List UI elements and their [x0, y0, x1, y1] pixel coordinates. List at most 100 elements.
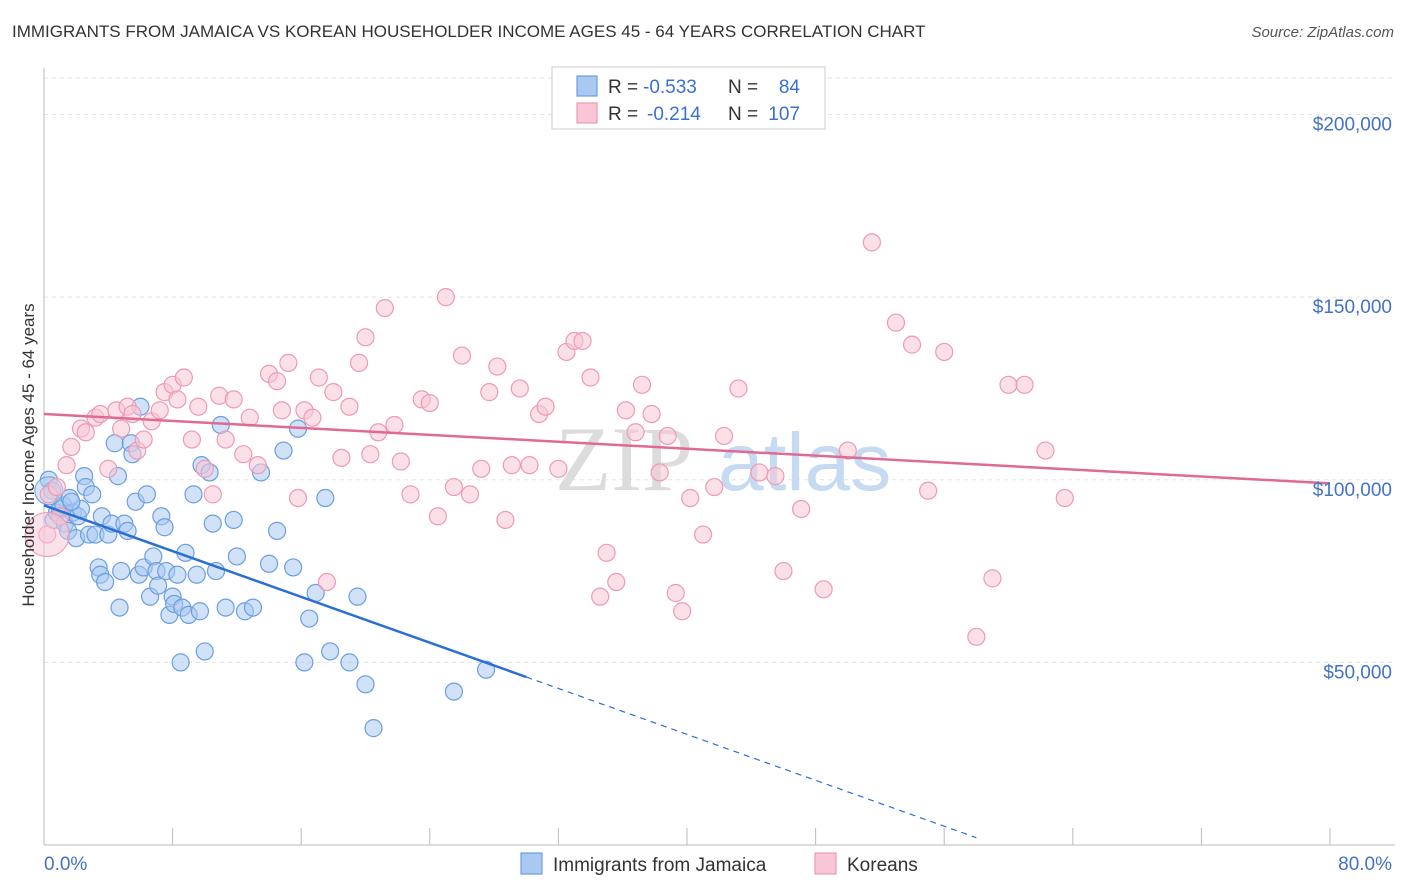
koreans-point-28 — [216, 430, 235, 449]
legend-r-label-2: R = — [608, 104, 638, 125]
legend-n-value-1: 84 — [779, 77, 801, 98]
koreans-point-37 — [288, 488, 308, 508]
koreans-point-39 — [303, 408, 322, 427]
koreans-point-47 — [361, 445, 380, 464]
koreans-point-81 — [650, 463, 669, 482]
trend-line-koreans — [43, 412, 1331, 485]
watermark-atlas: atlas — [718, 417, 891, 508]
y-tick-label-2: $150,000 — [1313, 297, 1392, 318]
chart-title: IMMIGRANTS FROM JAMAICA VS KOREAN HOUSEH… — [12, 22, 926, 41]
koreans-point-54 — [420, 393, 439, 413]
koreans-point-68 — [536, 397, 555, 416]
trend-line-jamaica-extension — [526, 676, 977, 839]
x-tick-label-max: 80.0% — [1338, 854, 1392, 875]
koreans-point-2 — [47, 477, 66, 497]
jamaica-point-27 — [112, 561, 131, 581]
koreans-point-25 — [195, 459, 214, 478]
koreans-point-4 — [57, 456, 76, 475]
koreans-point-26 — [203, 485, 222, 504]
jamaica-point-79 — [356, 675, 375, 694]
koreans-point-65 — [510, 379, 529, 398]
koreans-point-59 — [460, 485, 480, 504]
koreans-point-96 — [862, 233, 881, 252]
koreans-cluster-marker — [24, 512, 70, 558]
jamaica-point-81 — [444, 682, 464, 701]
legend-r-value-1: -0.533 — [643, 77, 697, 98]
koreans-point-43 — [332, 448, 351, 467]
jamaica-point-83 — [62, 492, 81, 511]
koreans-point-18 — [150, 401, 169, 420]
koreans-point-9 — [91, 404, 110, 424]
correlation-legend: R = -0.533 N = 84 R = -0.214 N = 107 — [551, 66, 826, 130]
koreans-point-46 — [356, 328, 375, 347]
koreans-point-5 — [62, 437, 81, 456]
koreans-point-94 — [814, 580, 833, 599]
koreans-point-95 — [838, 441, 857, 460]
koreans-point-23 — [182, 430, 201, 449]
legend-swatch-jamaica — [576, 75, 598, 97]
jamaica-point-26 — [110, 598, 129, 617]
koreans-point-90 — [750, 463, 769, 482]
series-koreans — [24, 233, 1074, 646]
jamaica-point-75 — [316, 488, 335, 508]
koreans-point-66 — [520, 456, 539, 475]
jamaica-point-47 — [168, 565, 187, 584]
y-tick-label-3: $200,000 — [1313, 115, 1392, 136]
y-tick-label-1: $100,000 — [1313, 480, 1392, 501]
koreans-point-77 — [616, 401, 636, 420]
koreans-point-24 — [189, 397, 208, 416]
koreans-point-12 — [112, 419, 131, 438]
koreans-point-92 — [774, 561, 793, 581]
koreans-point-64 — [502, 456, 521, 475]
bottom-legend-swatch-jamaica — [520, 852, 543, 875]
koreans-point-32 — [248, 456, 267, 475]
jamaica-point-80 — [364, 719, 383, 738]
koreans-point-30 — [234, 445, 253, 464]
jamaica-point-16 — [83, 485, 102, 504]
koreans-point-93 — [792, 499, 811, 519]
jamaica-point-21 — [95, 572, 115, 592]
koreans-point-104 — [1015, 375, 1034, 394]
jamaica-point-77 — [340, 653, 359, 672]
koreans-point-16 — [134, 430, 153, 449]
koreans-point-60 — [472, 459, 491, 478]
jamaica-point-78 — [348, 587, 367, 606]
jamaica-point-68 — [267, 521, 287, 540]
source-credit: Source: ZipAtlas.com — [1251, 24, 1394, 41]
jamaica-point-36 — [137, 485, 156, 504]
series-legend: Immigrants from Jamaica Koreans — [520, 852, 918, 876]
jamaica-point-61 — [216, 598, 235, 617]
koreans-point-106 — [1055, 488, 1074, 508]
koreans-point-35 — [272, 401, 292, 420]
koreans-point-72 — [573, 331, 592, 351]
koreans-point-76 — [607, 572, 626, 592]
koreans-point-45 — [349, 353, 369, 372]
jamaica-point-58 — [203, 514, 222, 533]
x-ticks — [43, 828, 1331, 845]
koreans-point-97 — [886, 313, 906, 332]
koreans-point-40 — [309, 368, 328, 387]
trend-lines — [43, 412, 1331, 839]
koreans-point-52 — [401, 485, 420, 504]
jamaica-point-42 — [155, 518, 174, 537]
watermark-zip: ZIP — [555, 408, 693, 510]
legend-n-value-2: 107 — [768, 104, 800, 125]
koreans-point-56 — [436, 288, 455, 307]
legend-n-label-2: N = — [728, 104, 758, 125]
koreans-point-42 — [324, 383, 343, 402]
legend-swatch-koreans — [576, 102, 598, 124]
bottom-legend-swatch-koreans — [814, 852, 837, 875]
koreans-point-79 — [632, 375, 652, 394]
koreans-point-41 — [317, 572, 337, 592]
koreans-point-101 — [967, 627, 986, 646]
koreans-point-103 — [999, 375, 1018, 394]
koreans-point-78 — [626, 423, 645, 442]
jamaica-point-65 — [243, 598, 263, 617]
koreans-point-100 — [935, 342, 954, 362]
koreans-point-63 — [496, 510, 515, 530]
koreans-point-7 — [76, 423, 95, 442]
jamaica-point-54 — [190, 602, 210, 621]
koreans-point-62 — [488, 357, 507, 376]
series-jamaica — [34, 397, 496, 738]
y-axis-label: Householder Income Ages 45 - 64 years — [19, 303, 38, 606]
